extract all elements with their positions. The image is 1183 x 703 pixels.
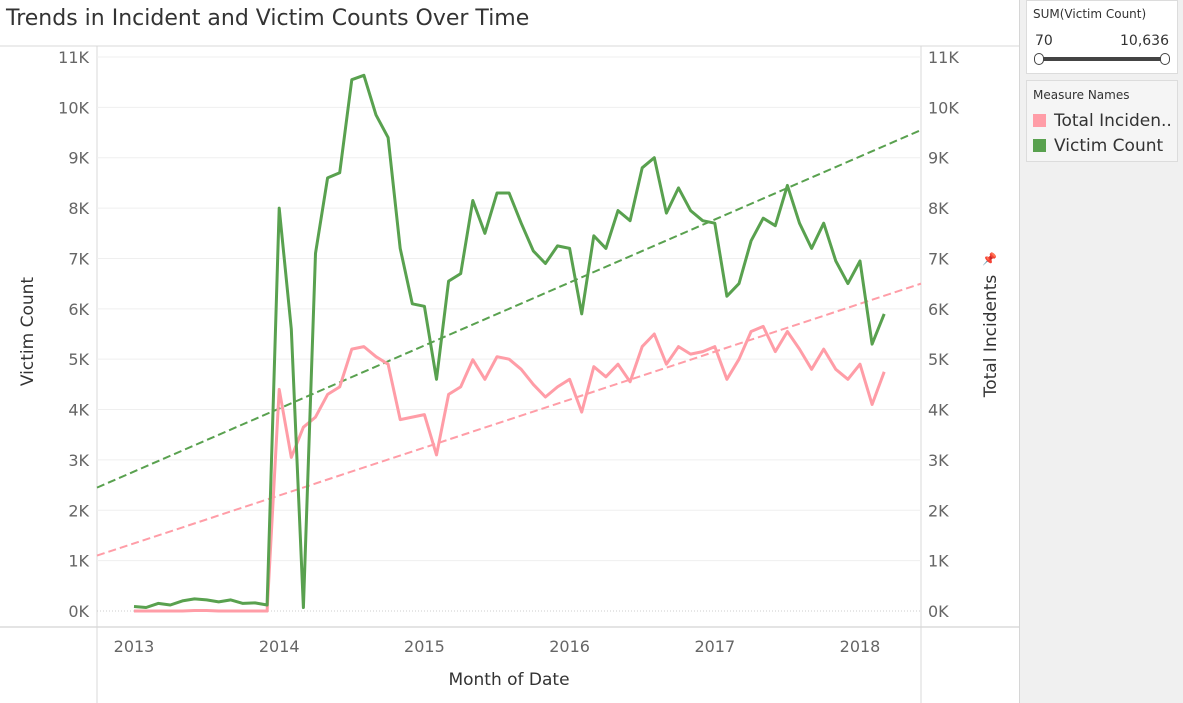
- x-tick-label: 2017: [694, 637, 735, 656]
- trend-line: [96, 129, 922, 489]
- chart-title: Trends in Incident and Victim Counts Ove…: [6, 6, 530, 31]
- victim-count-filter-card: SUM(Victim Count) 70 10,636: [1026, 0, 1178, 74]
- y-tick-label-left: 6K: [68, 300, 89, 319]
- y-tick-label-left: 11K: [58, 48, 89, 67]
- legend-card: Measure Names Total Inciden.. Victim Cou…: [1026, 80, 1178, 162]
- y-tick-label-left: 2K: [68, 501, 89, 520]
- y-tick-label-right: 7K: [928, 249, 949, 268]
- y-tick-label-left: 5K: [68, 350, 89, 369]
- y-tick-label-right: 5K: [928, 350, 949, 369]
- series-line: [134, 324, 886, 613]
- x-tick-label: 2016: [549, 637, 590, 656]
- y-tick-label-left: 8K: [68, 199, 89, 218]
- filter-title: SUM(Victim Count): [1027, 1, 1177, 21]
- y-tick-label-left: 4K: [68, 401, 89, 420]
- x-tick-label: 2015: [404, 637, 445, 656]
- y-tick-label-right: 11K: [928, 48, 959, 67]
- y-tick-label-right: 10K: [928, 98, 959, 117]
- legend-swatch: [1033, 114, 1046, 127]
- y-tick-label-left: 9K: [68, 149, 89, 168]
- filter-max-value: 10,636: [1120, 33, 1169, 49]
- y-tick-label-right: 3K: [928, 451, 949, 470]
- y-axis-title-left: Victim Count: [18, 277, 38, 386]
- range-slider-max-handle[interactable]: [1160, 53, 1170, 65]
- y-tick-label-left: 10K: [58, 98, 89, 117]
- x-axis-title: Month of Date: [448, 670, 569, 690]
- legend-label: Victim Count: [1054, 136, 1164, 156]
- y-tick-label-right: 9K: [928, 149, 949, 168]
- legend-swatch: [1033, 139, 1046, 152]
- y-tick-label-left: 0K: [68, 602, 89, 621]
- y-tick-label-left: 1K: [68, 552, 89, 571]
- legend-item-victim-count[interactable]: Victim Count: [1033, 136, 1163, 156]
- y-tick-label-right: 0K: [928, 602, 949, 621]
- y-tick-label-left: 3K: [68, 451, 89, 470]
- series-line: [133, 73, 886, 609]
- legend-label: Total Inciden..: [1054, 111, 1172, 131]
- range-slider-track[interactable]: [1039, 57, 1165, 61]
- y-tick-label-right: 1K: [928, 552, 949, 571]
- y-tick-label-right: 6K: [928, 300, 949, 319]
- y-tick-label-right: 4K: [928, 401, 949, 420]
- y-tick-label-left: 7K: [68, 249, 89, 268]
- x-tick-label: 2018: [840, 637, 881, 656]
- y-tick-label-right: 8K: [928, 199, 949, 218]
- trend-line: [96, 282, 922, 557]
- y-axis-title-right: Total Incidents: [981, 275, 1001, 399]
- x-tick-label: 2013: [114, 637, 155, 656]
- y-tick-label-right: 2K: [928, 501, 949, 520]
- x-tick-label: 2014: [259, 637, 300, 656]
- range-slider-min-handle[interactable]: [1034, 53, 1044, 65]
- pin-icon[interactable]: 📌: [982, 252, 997, 266]
- line-chart[interactable]: 0K 0K 1K 1K 2K 2K 3K 3K 4K 4K 5K 5K 6K 6K 7K 7K 8K 8K 9K 9K…: [0, 0, 1019, 703]
- side-panel: SUM(Victim Count) 70 10,636 Measure Name…: [1019, 0, 1183, 703]
- legend-item-total-incidents[interactable]: Total Inciden..: [1033, 111, 1172, 131]
- filter-min-value: 70: [1035, 33, 1053, 49]
- legend-title: Measure Names: [1027, 81, 1177, 102]
